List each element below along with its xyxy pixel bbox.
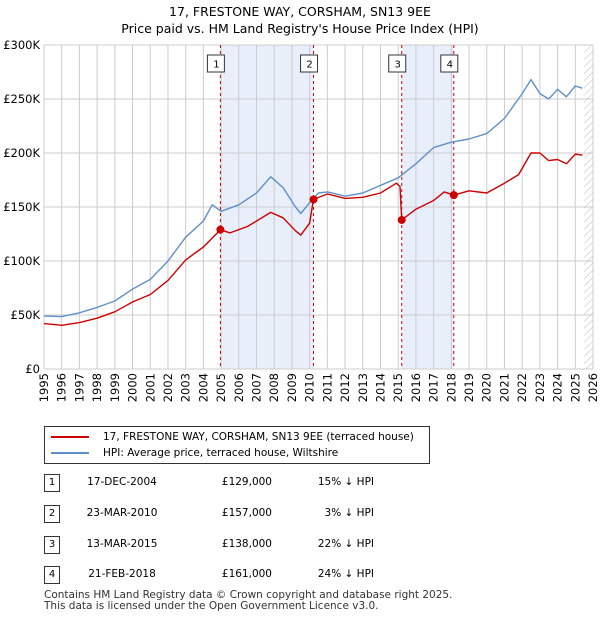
sale-price: £157,000 [221, 507, 272, 519]
sale-date: 23-MAR-2010 [86, 507, 158, 519]
x-tick-label: 1995 [37, 373, 51, 402]
x-tick-label: 2004 [196, 373, 210, 402]
x-tick-label: 2009 [285, 373, 299, 402]
y-tick-label: £300K [3, 38, 40, 52]
legend-item-property: 17, FRESTONE WAY, CORSHAM, SN13 9EE (ter… [51, 429, 414, 445]
sale-badge: 3 [44, 536, 60, 554]
x-tick-label: 1999 [108, 373, 122, 402]
sale-number-label: 1 [213, 60, 219, 71]
footer: Contains HM Land Registry data © Crown c… [44, 590, 452, 612]
sale-hpi-diff: 22% ↓ HPI [317, 538, 374, 550]
x-tick-label: 2010 [303, 373, 317, 402]
x-tick-label: 2015 [391, 373, 405, 402]
sale-badge: 1 [44, 474, 60, 492]
sale-number-box [388, 54, 407, 73]
x-tick-label: 2005 [214, 373, 228, 402]
sale-date: 21-FEB-2018 [88, 568, 156, 580]
sale-date: 13-MAR-2015 [86, 538, 158, 550]
sale-number-box [440, 54, 459, 73]
x-tick-label: 2011 [320, 373, 334, 402]
sale-price: £161,000 [221, 568, 272, 580]
chart-title: 17, FRESTONE WAY, CORSHAM, SN13 9EE [169, 4, 431, 19]
x-tick-label: 2021 [497, 373, 511, 402]
sale-badge: 2 [44, 505, 60, 523]
x-tick-label: 1998 [90, 373, 104, 402]
y-tick-label: £100K [3, 254, 40, 268]
x-tick-label: 2023 [533, 373, 547, 402]
legend-swatch-red [51, 436, 89, 438]
y-tick-label: £50K [11, 308, 41, 322]
legend-swatch-blue [51, 452, 89, 454]
x-tick-label: 2020 [480, 373, 494, 402]
series-line-property [43, 152, 583, 326]
x-tick-label: 2006 [232, 373, 246, 402]
x-tick-label: 1996 [55, 373, 69, 402]
sale-badge: 4 [44, 566, 60, 584]
x-tick-label: 2017 [427, 373, 441, 402]
x-tick-label: 2018 [444, 373, 458, 402]
sale-number-label: 2 [306, 60, 312, 71]
chart-area: 1 2 3 4 £0 £50K £100K £150K £200K £250K £300K 1995… [3, 38, 600, 402]
y-tick-label: £150K [3, 200, 40, 214]
x-tick-label: 2012 [338, 373, 352, 402]
y-tick-label: £0 [25, 362, 40, 376]
sale-number-label: 4 [447, 60, 453, 71]
x-tick-label: 2024 [551, 373, 565, 402]
sale-hpi-diff: 24% ↓ HPI [317, 568, 374, 580]
x-tick-label: 2016 [409, 373, 423, 402]
sale-number-box [206, 54, 225, 73]
chart-subtitle: Price paid vs. HM Land Registry's House … [121, 21, 479, 36]
sale-point [309, 195, 318, 204]
sale-point [449, 191, 458, 200]
sale-price: £138,000 [221, 538, 272, 550]
x-tick-label: 2008 [267, 373, 281, 402]
x-tick-label: 2000 [126, 373, 140, 402]
footer-licence: This data is licensed under the Open Gov… [44, 600, 379, 612]
sale-price: £129,000 [221, 476, 272, 488]
x-tick-label: 2003 [179, 373, 193, 402]
footer-copyright: Contains HM Land Registry data © Crown c… [44, 589, 453, 601]
legend: 17, FRESTONE WAY, CORSHAM, SN13 9EE (ter… [44, 426, 430, 464]
x-tick-label: 2022 [515, 373, 529, 402]
y-tick-label: £250K [3, 92, 40, 106]
x-tick-label: 1997 [72, 373, 86, 402]
x-tick-label: 2013 [356, 373, 370, 402]
sale-number-box [300, 54, 319, 73]
y-tick-label: £200K [3, 146, 40, 160]
legend-label-hpi: HPI: Average price, terraced house, Wilt… [103, 447, 339, 459]
legend-label-property: 17, FRESTONE WAY, CORSHAM, SN13 9EE (ter… [103, 431, 414, 443]
x-tick-label: 2007 [250, 373, 264, 402]
x-tick-label: 2019 [462, 373, 476, 402]
sale-hpi-diff: 3% ↓ HPI [324, 507, 374, 519]
sale-point [216, 225, 225, 234]
sale-date: 17-DEC-2004 [87, 476, 157, 488]
sale-hpi-diff: 15% ↓ HPI [317, 476, 374, 488]
x-tick-label: 2014 [373, 373, 387, 402]
x-tick-label: 2001 [143, 373, 157, 402]
sale-point [397, 215, 406, 224]
x-tick-label: 2026 [586, 373, 600, 402]
legend-item-hpi: HPI: Average price, terraced house, Wilt… [51, 445, 338, 461]
x-tick-label: 2025 [568, 373, 582, 402]
x-tick-label: 2002 [161, 373, 175, 402]
series-line-hpi [43, 78, 583, 318]
sale-number-label: 3 [395, 60, 401, 71]
future-hatch [584, 45, 593, 369]
